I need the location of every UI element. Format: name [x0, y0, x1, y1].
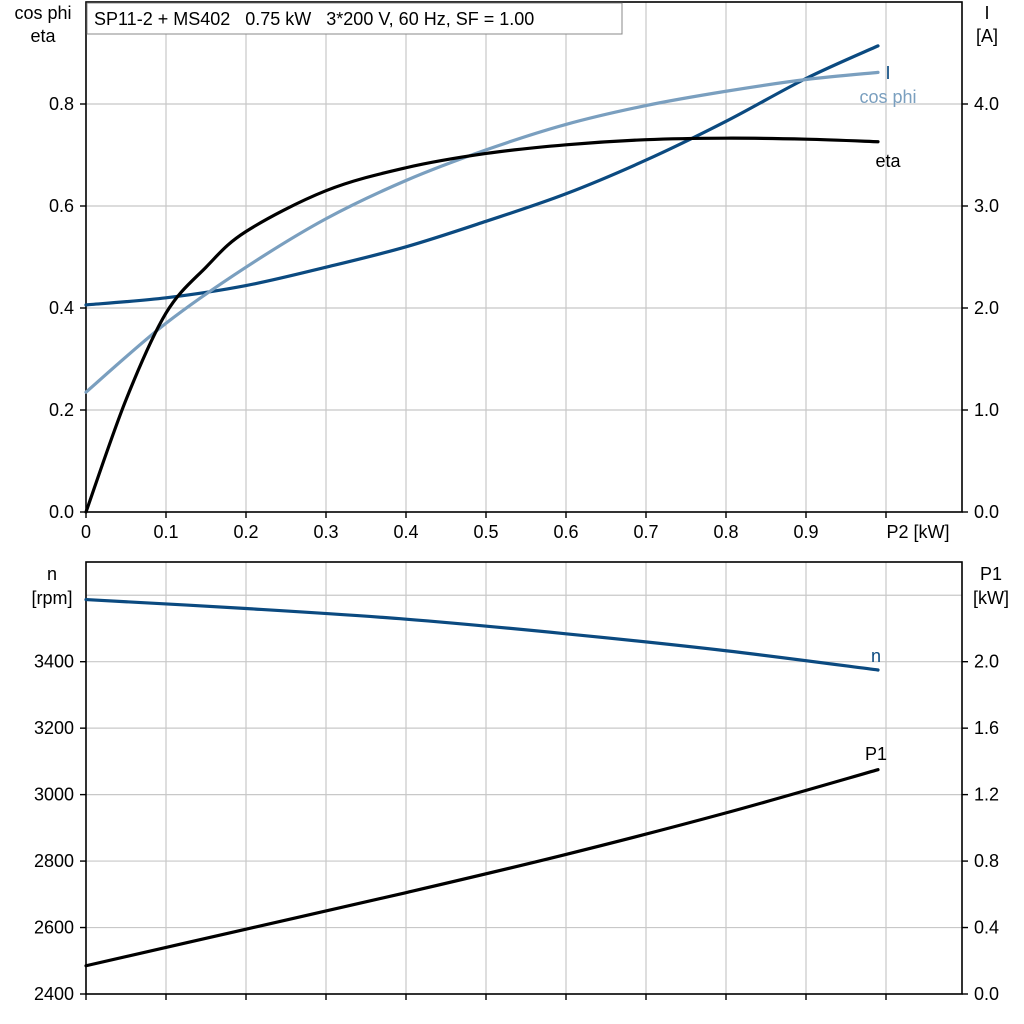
y-left-label-cosphi: cos phi — [14, 3, 71, 23]
x-tick-label: 0 — [81, 522, 91, 542]
y-left-tick-label: 0.8 — [49, 94, 74, 114]
y-right-tick-label: 2.0 — [974, 298, 999, 318]
y-left-label-speed: n — [47, 564, 57, 584]
y-left-tick-label: 3200 — [34, 718, 74, 738]
bottom-grid — [86, 562, 962, 994]
y-left-label-speed-unit: [rpm] — [31, 588, 72, 608]
y-right-tick-label: 0.4 — [974, 918, 999, 938]
x-tick-label: 0.1 — [153, 522, 178, 542]
y-left-tick-label: 3400 — [34, 652, 74, 672]
y-left-tick-label: 3000 — [34, 785, 74, 805]
y-left-tick-label: 2600 — [34, 918, 74, 938]
top-grid — [86, 2, 962, 512]
series-line-n — [84, 597, 880, 672]
y-right-label-power: P1 — [980, 564, 1002, 584]
y-left-tick-label: 0.2 — [49, 400, 74, 420]
bottom-plot-frame — [85, 561, 963, 995]
x-tick-label: 0.2 — [233, 522, 258, 542]
x-axis-label: P2 [kW] — [886, 522, 949, 542]
y-left-tick-label: 2400 — [34, 984, 74, 1004]
y-right-tick-label: 1.2 — [974, 785, 999, 805]
series-label-I: I — [885, 63, 890, 83]
series-label-eta: eta — [875, 151, 901, 171]
series-line-P1 — [84, 768, 880, 968]
y-right-tick-label: 0.8 — [974, 851, 999, 871]
y-right-tick-label: 1.6 — [974, 718, 999, 738]
top-curves — [84, 44, 880, 514]
y-right-tick-label: 4.0 — [974, 94, 999, 114]
series-line-eta — [84, 136, 880, 514]
y-left-tick-label: 2800 — [34, 851, 74, 871]
series-line-cosphi — [84, 70, 880, 394]
y-right-tick-label: 1.0 — [974, 400, 999, 420]
x-tick-label: 0.3 — [313, 522, 338, 542]
chart-title: SP11-2 + MS402 0.75 kW 3*200 V, 60 Hz, S… — [94, 9, 534, 29]
series-label-n: n — [871, 646, 881, 666]
chart-title-box — [86, 2, 623, 35]
y-left-tick-label: 0.0 — [49, 502, 74, 522]
y-right-tick-label: 0.0 — [974, 502, 999, 522]
bottom-ticks: 2400 2600 2800 3000 3200 3400 0.0 0.4 0.8 1.2 1.6 2… — [34, 652, 999, 1004]
x-tick-label: 0.5 — [473, 522, 498, 542]
y-right-tick-label: 3.0 — [974, 196, 999, 216]
top-plot-frame — [85, 1, 963, 513]
x-tick-label: 0.9 — [793, 522, 818, 542]
y-right-label-current: I — [984, 3, 989, 23]
y-left-tick-label: 0.6 — [49, 196, 74, 216]
x-tick-label: 0.7 — [633, 522, 658, 542]
y-right-tick-label: 0.0 — [974, 984, 999, 1004]
bottom-curves — [84, 597, 880, 968]
top-ticks: 0.0 0.2 0.4 0.6 0.8 0.0 1.0 2.0 3.0 4.0 0 0.1 0.2 0.3… — [49, 94, 999, 542]
y-left-label-eta: eta — [30, 26, 56, 46]
y-right-label-power-unit: [kW] — [973, 588, 1009, 608]
y-left-tick-label: 0.4 — [49, 298, 74, 318]
x-tick-label: 0.8 — [713, 522, 738, 542]
series-line-I — [84, 44, 880, 307]
series-label-cosphi: cos phi — [859, 87, 916, 107]
series-label-P1: P1 — [865, 744, 887, 764]
y-right-label-current-unit: [A] — [976, 26, 998, 46]
x-tick-label: 0.6 — [553, 522, 578, 542]
x-tick-label: 0.4 — [393, 522, 418, 542]
y-right-tick-label: 2.0 — [974, 652, 999, 672]
